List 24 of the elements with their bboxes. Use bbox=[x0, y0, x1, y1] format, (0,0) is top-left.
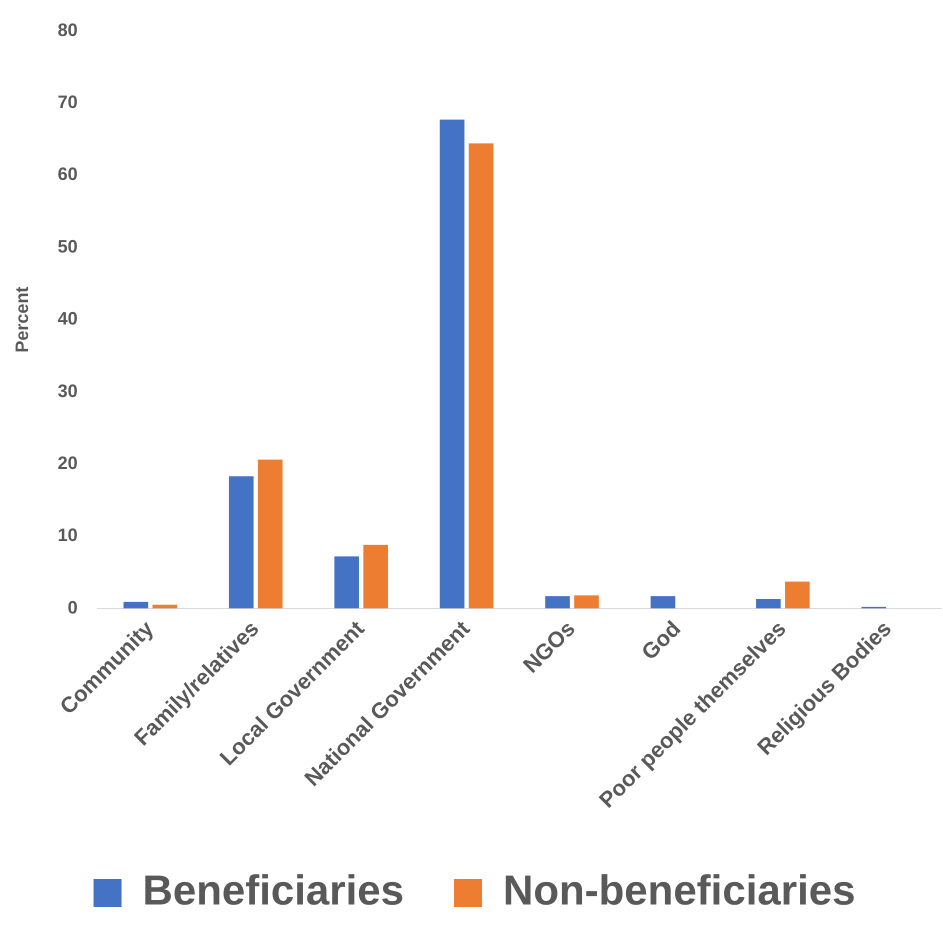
bar bbox=[785, 582, 810, 608]
bar bbox=[440, 120, 464, 608]
y-tick-label: 10 bbox=[58, 525, 78, 546]
bar bbox=[363, 544, 388, 608]
bar bbox=[650, 596, 676, 608]
bar bbox=[124, 602, 148, 608]
bar bbox=[468, 143, 494, 608]
y-tick-label: 20 bbox=[58, 452, 78, 473]
bar bbox=[545, 596, 570, 608]
y-tick-label: 40 bbox=[58, 308, 78, 329]
bar bbox=[228, 476, 254, 608]
y-tick-label: 80 bbox=[58, 20, 78, 40]
legend-label: Beneficiaries bbox=[142, 866, 404, 914]
y-tick-label: 60 bbox=[58, 164, 78, 184]
legend-label: Non-beneficiaries bbox=[503, 866, 856, 914]
bar bbox=[258, 460, 283, 608]
y-tick-label: 70 bbox=[58, 92, 78, 112]
y-tick-label: 30 bbox=[58, 380, 78, 401]
y-tick-label: 50 bbox=[58, 236, 78, 256]
y-axis-title: Percent bbox=[12, 286, 32, 353]
y-tick-label: 0 bbox=[68, 597, 78, 618]
bar bbox=[574, 595, 599, 608]
bar bbox=[334, 556, 360, 608]
bar bbox=[756, 598, 781, 608]
